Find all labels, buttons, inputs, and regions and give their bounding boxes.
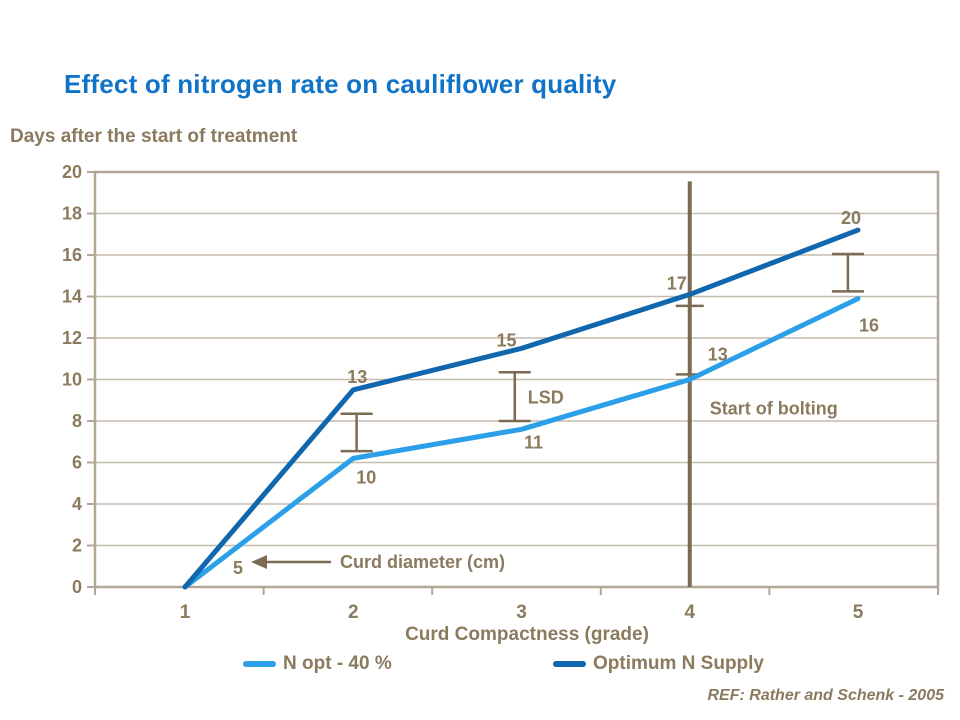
point-label: 11 [524, 432, 543, 452]
series-line-nopt40 [182, 296, 861, 590]
point-label: 13 [708, 345, 728, 365]
curd-diameter-arrowhead-icon [251, 555, 267, 569]
bolting-label: Start of bolting [710, 399, 838, 419]
chart-title: Effect of nitrogen rate on cauliflower q… [64, 69, 617, 99]
point-label: 17 [667, 273, 687, 293]
y-tick-label: 20 [62, 162, 82, 182]
x-axis-title: Curd Compactness (grade) [405, 624, 649, 645]
legend-label-nopt40: N opt - 40 % [283, 653, 392, 674]
y-axis-title: Days after the start of treatment [10, 126, 298, 147]
point-label: 10 [356, 467, 376, 487]
legend-marker-optimum [553, 661, 586, 667]
y-tick-label: 12 [62, 328, 82, 348]
x-tick-label: 5 [853, 602, 864, 623]
y-tick-label: 18 [62, 204, 82, 224]
series-line-optimum [182, 227, 861, 590]
lsd-label: LSD [528, 388, 564, 408]
y-tick-label: 16 [62, 245, 82, 265]
x-tick-label: 3 [516, 602, 527, 623]
point-label: 20 [841, 208, 861, 228]
curd-diameter-label: Curd diameter (cm) [340, 552, 505, 572]
x-tick-label: 2 [348, 602, 359, 623]
point-label: 16 [859, 316, 879, 336]
y-tick-label: 0 [72, 577, 82, 597]
y-tick-label: 4 [72, 494, 82, 514]
y-tick-label: 6 [72, 453, 82, 473]
x-tick-label: 1 [180, 602, 191, 623]
point-label: 13 [347, 367, 367, 387]
legend-item-optimum: Optimum N Supply [553, 653, 764, 675]
legend-marker-nopt40 [243, 661, 276, 667]
y-tick-label: 10 [62, 370, 82, 390]
y-tick-label: 2 [72, 536, 82, 556]
point-label: 15 [496, 330, 516, 350]
plot-border [93, 170, 940, 589]
legend-item-nopt40: N opt - 40 % [243, 653, 392, 675]
reference-text: REF: Rather and Schenk - 2005 [707, 687, 944, 704]
legend-label-optimum: Optimum N Supply [593, 653, 764, 674]
y-tick-label: 8 [72, 411, 82, 431]
point-label: 5 [233, 558, 243, 578]
x-tick-label: 4 [684, 602, 695, 623]
y-tick-label: 14 [62, 287, 82, 307]
